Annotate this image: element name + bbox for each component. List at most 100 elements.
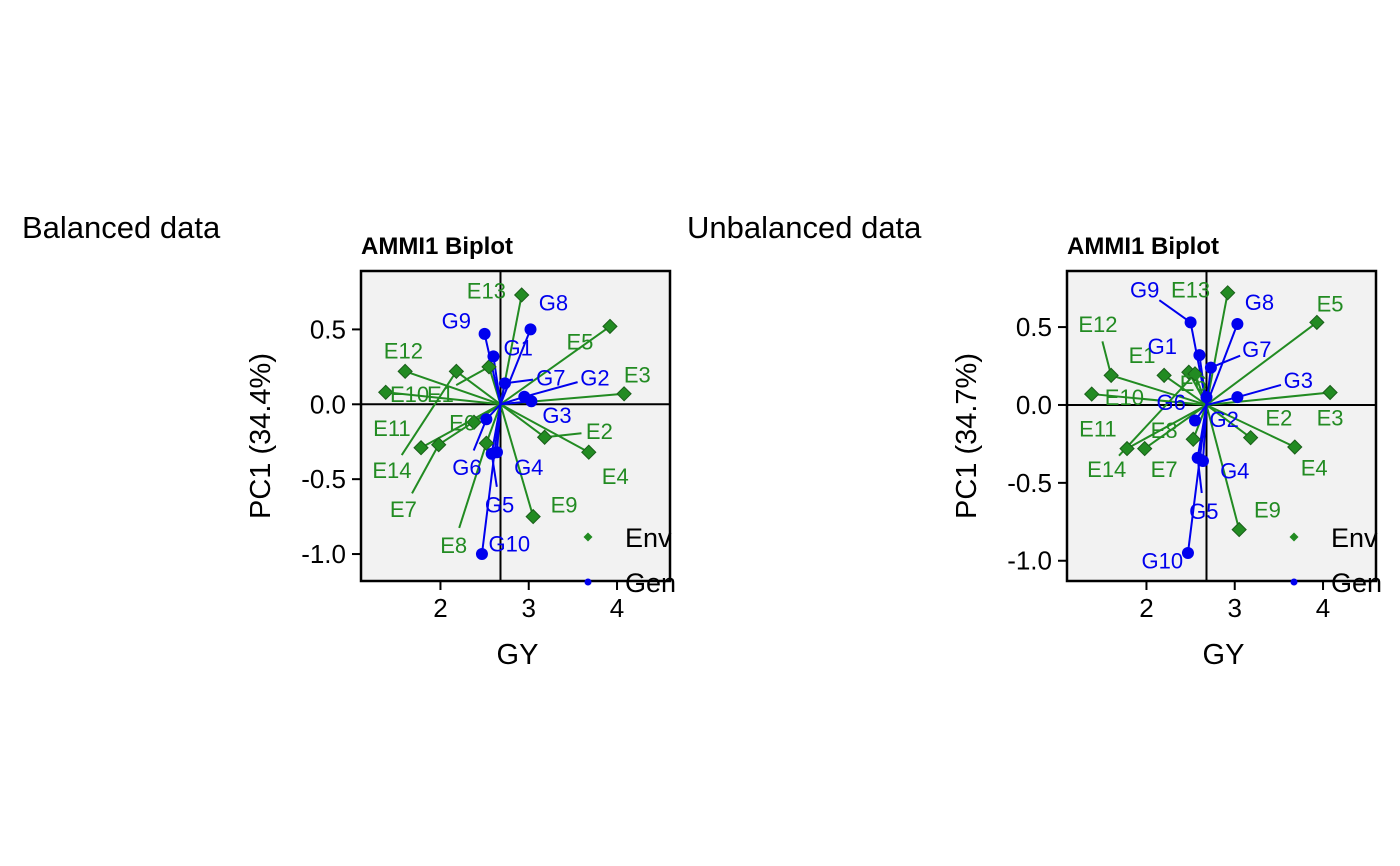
point-label-e10: E10 xyxy=(390,382,429,407)
legend-gen-label: Gen xyxy=(1331,568,1382,598)
vector-e9 xyxy=(499,404,535,517)
vector-e13 xyxy=(1205,292,1229,406)
gen-point-g6 xyxy=(480,413,493,426)
label-leader-g2 xyxy=(524,381,578,398)
gen-point-g3 xyxy=(525,395,538,408)
vector-g8 xyxy=(499,329,532,405)
point-label-e5: E5 xyxy=(1317,292,1344,317)
y-tick-label: 0.0 xyxy=(1016,390,1052,420)
point-label-g8: G8 xyxy=(539,290,568,315)
point-label-e2: E2 xyxy=(1265,405,1292,430)
vector-e1 xyxy=(1163,374,1208,406)
gen-point-g3 xyxy=(1231,391,1244,404)
gen-point-g8 xyxy=(1231,317,1244,330)
env-point-e10 xyxy=(1084,386,1100,402)
env-point-e6 xyxy=(466,414,482,430)
x-axis-label: GY xyxy=(1203,639,1245,671)
point-label-g3: G3 xyxy=(542,403,571,428)
gen-point-g5 xyxy=(1191,451,1204,464)
label-leader-e8 xyxy=(458,442,488,529)
legend-gen-marker xyxy=(584,578,592,586)
point-label-e4: E4 xyxy=(602,464,629,489)
label-leader-g3 xyxy=(1237,383,1282,399)
biplot-panel-2: E1 E2 E3 E4 E5 E6 E7 E8 E9 E10 E11 E12 E13 E14 G1 G2 G3 G… xyxy=(951,233,1382,671)
vector-e12 xyxy=(1110,374,1207,406)
y-axis-label: PC1 (34.7%) xyxy=(951,353,983,519)
chart-title: AMMI1 Biplot xyxy=(361,233,513,260)
env-point-e14 xyxy=(1187,366,1203,382)
plot-area: E1 E2 E3 E4 E5 E6 E7 E8 E9 E10 E11 E12 E13 E14 G1 G2 G3 G… xyxy=(1067,271,1376,581)
x-tick-label: 4 xyxy=(1316,593,1330,623)
gen-point-g5 xyxy=(485,447,498,460)
point-label-e10: E10 xyxy=(1105,385,1144,410)
vector-e8 xyxy=(485,403,502,444)
point-label-e11: E11 xyxy=(1079,416,1117,441)
label-leader-e14 xyxy=(400,370,458,456)
point-label-g2: G2 xyxy=(1209,407,1238,432)
y-tick-label: 0.0 xyxy=(310,389,346,419)
label-leader-g9 xyxy=(1158,299,1192,324)
legend-env-label: Env xyxy=(625,523,672,553)
point-label-g4: G4 xyxy=(1220,458,1249,483)
vector-e10 xyxy=(385,391,501,406)
point-label-g8: G8 xyxy=(1245,290,1274,315)
point-label-g6: G6 xyxy=(1156,390,1185,415)
point-label-e9: E9 xyxy=(1254,497,1281,522)
env-point-e3 xyxy=(616,386,632,402)
point-label-e3: E3 xyxy=(624,362,651,387)
point-label-g9: G9 xyxy=(442,308,471,333)
env-point-e7 xyxy=(1136,440,1153,457)
legend-env-label: Env xyxy=(1331,523,1378,553)
point-label-g7: G7 xyxy=(1242,337,1271,362)
env-point-e12 xyxy=(1103,367,1119,384)
point-label-g5: G5 xyxy=(485,493,514,518)
point-label-e3: E3 xyxy=(1317,405,1344,430)
point-label-g7: G7 xyxy=(536,365,565,390)
vector-e5 xyxy=(1205,321,1318,406)
gen-point-g8 xyxy=(524,323,537,336)
point-label-e4: E4 xyxy=(1301,455,1328,480)
env-point-e2 xyxy=(536,429,553,445)
y-tick-label: 0.5 xyxy=(310,314,346,344)
legend: Env Gen xyxy=(583,523,676,598)
point-label-e1: E1 xyxy=(427,382,454,407)
env-point-e9 xyxy=(1231,521,1247,538)
vector-g8 xyxy=(1205,323,1239,406)
x-axis-label: GY xyxy=(497,639,539,671)
point-label-e7: E7 xyxy=(1151,457,1178,482)
env-point-e4 xyxy=(1287,439,1303,455)
env-point-e5 xyxy=(1309,314,1325,331)
plot-frame xyxy=(1065,269,1378,583)
y-tick-label: -1.0 xyxy=(1007,546,1052,576)
env-point-e7 xyxy=(430,437,447,453)
gen-point-g6 xyxy=(1189,414,1202,427)
point-label-e2: E2 xyxy=(586,419,613,444)
point-label-e6: E6 xyxy=(1180,371,1207,396)
env-point-e12 xyxy=(397,363,413,380)
point-label-e5: E5 xyxy=(566,329,593,354)
point-label-g5: G5 xyxy=(1189,499,1218,524)
env-point-e13 xyxy=(513,287,530,303)
vector-e12 xyxy=(404,370,501,406)
env-point-e1 xyxy=(481,359,497,375)
point-label-g1: G1 xyxy=(503,335,532,360)
point-label-g10: G10 xyxy=(1142,549,1184,574)
point-label-e12: E12 xyxy=(1078,312,1117,337)
vector-g10 xyxy=(1186,404,1208,554)
chart-title: AMMI1 Biplot xyxy=(1067,233,1219,260)
gen-point-g10 xyxy=(475,548,488,561)
point-label-e1: E1 xyxy=(1129,343,1156,368)
point-label-e13: E13 xyxy=(1171,278,1210,303)
vector-e11 xyxy=(1126,404,1207,450)
env-point-e4 xyxy=(581,444,597,460)
vector-g10 xyxy=(480,404,502,555)
point-label-e14: E14 xyxy=(372,458,411,483)
point-label-e8: E8 xyxy=(1151,418,1178,443)
gen-point-g7 xyxy=(498,377,511,390)
x-tick-label: 3 xyxy=(522,593,536,623)
point-label-g9: G9 xyxy=(1130,278,1159,303)
y-tick-label: 0.5 xyxy=(1016,312,1052,342)
env-point-e11 xyxy=(413,440,429,456)
x-tick-label: 2 xyxy=(1139,593,1153,623)
x-tick-label: 3 xyxy=(1228,593,1242,623)
